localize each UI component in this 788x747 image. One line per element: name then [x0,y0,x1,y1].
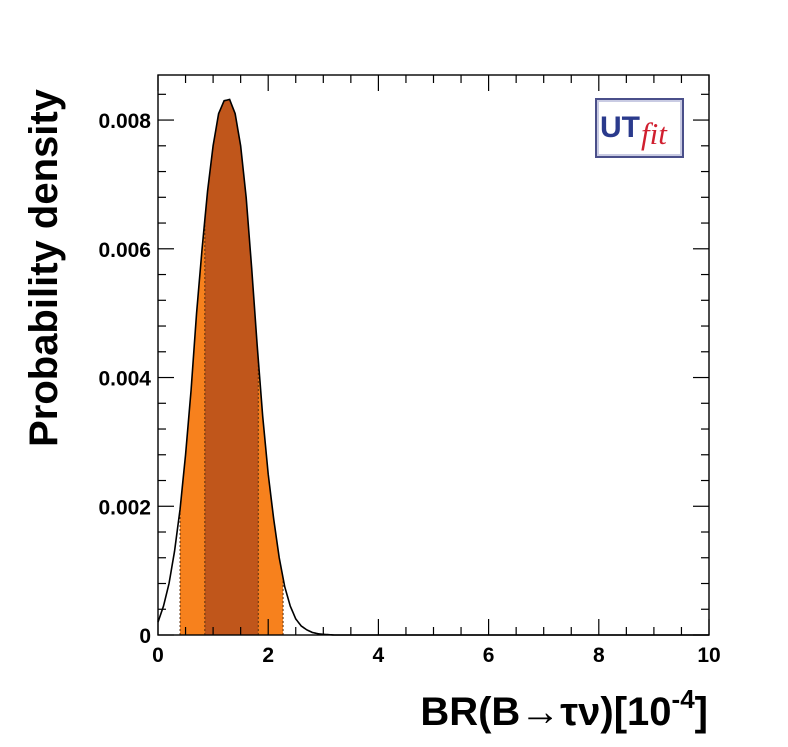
x-tick-label: 6 [483,644,495,667]
x-tick-label: 10 [697,644,720,667]
x-tick-label: 2 [262,644,274,667]
y-tick-label: 0 [139,625,151,648]
plot-area [157,98,709,636]
axes [157,74,710,636]
tick-labels: 0 2 4 6 8 10 0 0.002 0.004 0.006 0.008 [98,110,720,667]
y-tick-label: 0.008 [98,110,151,133]
x-axis-title-suffix: ] [695,690,708,734]
x-tick-label: 0 [152,644,164,667]
x-axis-title: BR(B→τν)[10-4] [420,684,708,734]
logo-fit-text: fit [641,116,668,151]
y-tick-label: 0.002 [98,496,151,519]
y-tick-label: 0.006 [98,239,151,262]
y-tick-label: 0.004 [98,368,151,391]
interval-1-fill [204,99,259,635]
logo-ut-text: UT [600,111,640,144]
x-tick-label: 4 [373,644,385,667]
x-axis-title-main: BR(B→τν)[10 [420,690,671,734]
x-tick-label: 8 [593,644,605,667]
x-axis-title-exponent: -4 [672,684,696,714]
utfit-logo: UT fit [595,98,684,158]
y-axis-title: Probability density [22,88,66,447]
